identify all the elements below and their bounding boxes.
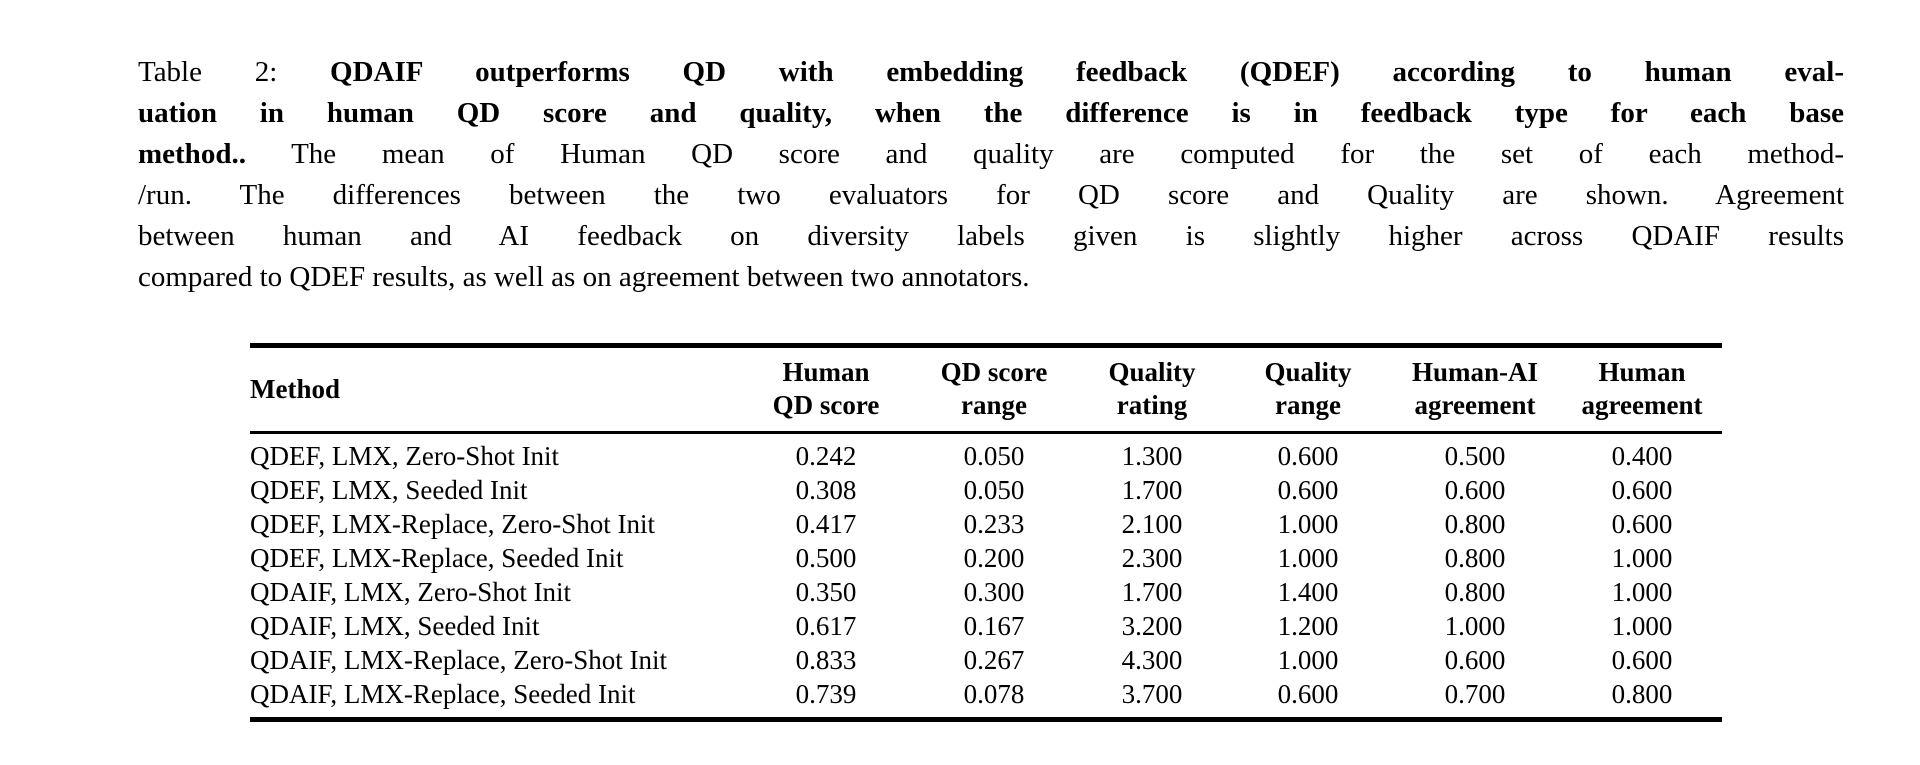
results-table: Method Human QD score QD score range Qualit…: [250, 343, 1722, 722]
value-cell: 1.700: [1121, 475, 1183, 505]
value-cell: 0.308: [795, 475, 857, 505]
value-cell: 0.617: [795, 611, 857, 641]
value-cell: 0.400: [1611, 441, 1673, 471]
value-cell: 0.800: [1444, 543, 1506, 573]
caption-bold-text: uation in human QD score and quality, wh…: [138, 97, 1844, 129]
value-cell: 2.100: [1121, 509, 1183, 539]
value-cell: 0.417: [795, 509, 857, 539]
method-cell: QDEF, LMX, Seeded Init: [250, 475, 528, 505]
caption-text: compared to QDEF results, as well as on …: [138, 261, 1030, 293]
value-cell: 0.800: [1444, 509, 1506, 539]
column-header: Method: [250, 373, 340, 404]
value-cell: 1.200: [1277, 611, 1339, 641]
value-cell: 0.739: [795, 679, 857, 709]
value-cell: 0.833: [795, 645, 857, 675]
value-cell: 1.400: [1277, 577, 1339, 607]
caption-line: method.. The mean of Human QD score and …: [138, 134, 1844, 175]
value-cell: 0.500: [795, 543, 857, 573]
value-cell: 3.700: [1121, 679, 1183, 709]
value-cell: 1.000: [1611, 577, 1673, 607]
column-header: Human QD score: [772, 357, 880, 420]
table-row: QDAIF, LMX-Replace, Zero-Shot Init 0.833 0…: [250, 643, 1722, 677]
table-row: QDEF, LMX-Replace, Seeded Init 0.500 0.200…: [250, 541, 1722, 575]
value-cell: 0.050: [963, 441, 1025, 471]
value-cell: 0.167: [963, 611, 1025, 641]
caption-line: Table 2: QDAIF outperforms QD with embed…: [138, 52, 1844, 93]
value-cell: 1.000: [1611, 543, 1673, 573]
caption-text: between human and AI feedback on diversi…: [138, 220, 1844, 252]
caption-bold-text: method..: [138, 138, 246, 170]
value-cell: 2.300: [1121, 543, 1183, 573]
value-cell: 0.600: [1611, 475, 1673, 505]
value-cell: 0.600: [1444, 475, 1506, 505]
value-cell: 1.000: [1277, 543, 1339, 573]
caption-text: The mean of Human QD score and quality a…: [245, 138, 1844, 170]
value-cell: 0.242: [795, 441, 857, 471]
value-cell: 0.600: [1611, 645, 1673, 675]
table-row: QDAIF, LMX, Zero-Shot Init 0.350 0.300 1.70…: [250, 575, 1722, 609]
method-cell: QDEF, LMX-Replace, Seeded Init: [250, 543, 624, 573]
caption-text: Table 2:: [138, 56, 331, 88]
value-cell: 0.300: [963, 577, 1025, 607]
value-cell: 1.000: [1277, 645, 1339, 675]
table-caption: Table 2: QDAIF outperforms QD with embed…: [138, 52, 1844, 298]
value-cell: 0.600: [1444, 645, 1506, 675]
method-cell: QDEF, LMX-Replace, Zero-Shot Init: [250, 509, 655, 539]
method-cell: QDAIF, LMX, Zero-Shot Init: [250, 577, 572, 607]
value-cell: 0.800: [1611, 679, 1673, 709]
table-row: QDEF, LMX-Replace, Zero-Shot Init 0.417 0.…: [250, 507, 1722, 541]
method-cell: QDAIF, LMX-Replace, Seeded Init: [250, 679, 636, 709]
table-row: QDEF, LMX, Zero-Shot Init 0.242 0.050 1.300…: [250, 433, 1722, 474]
column-header: Quality rating: [1108, 357, 1196, 420]
table-row: QDAIF, LMX-Replace, Seeded Init 0.739 0.07…: [250, 677, 1722, 720]
table-row: QDEF, LMX, Seeded Init 0.308 0.050 1.700 0.6…: [250, 473, 1722, 507]
column-header: Human agreement: [1581, 357, 1703, 420]
value-cell: 0.233: [963, 509, 1025, 539]
value-cell: 1.000: [1277, 509, 1339, 539]
value-cell: 0.600: [1277, 441, 1339, 471]
value-cell: 0.050: [963, 475, 1025, 505]
value-cell: 1.700: [1121, 577, 1183, 607]
caption-line: uation in human QD score and quality, wh…: [138, 93, 1844, 134]
value-cell: 0.350: [795, 577, 857, 607]
value-cell: 3.200: [1121, 611, 1183, 641]
method-cell: QDEF, LMX, Zero-Shot Init: [250, 441, 560, 471]
value-cell: 0.200: [963, 543, 1025, 573]
column-header: Human-AI agreement: [1411, 357, 1539, 420]
value-cell: 0.267: [963, 645, 1025, 675]
value-cell: 1.000: [1611, 611, 1673, 641]
caption-line: between human and AI feedback on diversi…: [138, 216, 1844, 257]
caption-line: compared to QDEF results, as well as on …: [138, 257, 1844, 298]
value-cell: 0.600: [1277, 475, 1339, 505]
value-cell: 4.300: [1121, 645, 1183, 675]
method-cell: QDAIF, LMX-Replace, Zero-Shot Init: [250, 645, 667, 675]
value-cell: 0.700: [1444, 679, 1506, 709]
table-body: QDEF, LMX, Zero-Shot Init 0.242 0.050 1.300…: [250, 433, 1722, 720]
value-cell: 1.000: [1444, 611, 1506, 641]
caption-line: /run. The differences between the two ev…: [138, 175, 1844, 216]
value-cell: 0.600: [1611, 509, 1673, 539]
column-header: Quality range: [1264, 357, 1352, 420]
caption-bold-text: QDAIF outperforms QD with embedding feed…: [330, 56, 1845, 88]
value-cell: 0.078: [963, 679, 1025, 709]
column-header: QD score range: [940, 357, 1048, 420]
method-cell: QDAIF, LMX, Seeded Init: [250, 611, 540, 641]
value-cell: 0.800: [1444, 577, 1506, 607]
value-cell: 0.600: [1277, 679, 1339, 709]
value-cell: 0.500: [1444, 441, 1506, 471]
caption-text: /run. The differences between the two ev…: [138, 179, 1844, 211]
value-cell: 1.300: [1121, 441, 1183, 471]
table-header-row: Method Human QD score QD score range Qualit…: [250, 346, 1722, 433]
table-row: QDAIF, LMX, Seeded Init 0.617 0.167 3.200 1.…: [250, 609, 1722, 643]
